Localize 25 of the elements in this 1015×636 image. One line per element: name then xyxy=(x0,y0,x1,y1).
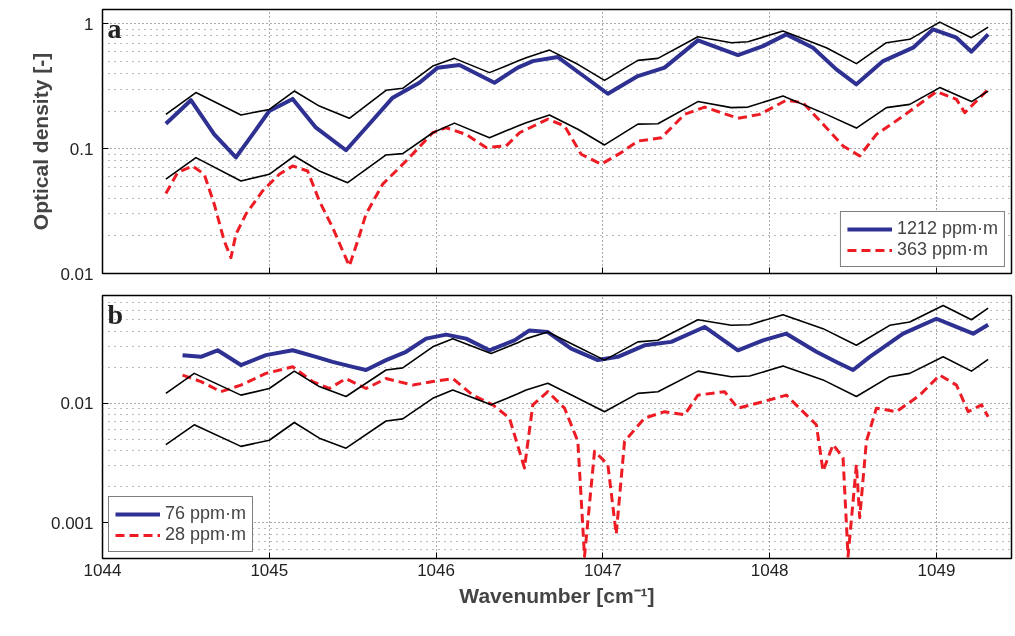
x-tick-label: 1048 xyxy=(750,560,789,580)
line-series xyxy=(165,304,989,398)
legend-label: 76 ppm·m xyxy=(165,503,247,524)
legend-label: 363 ppm·m xyxy=(896,239,988,260)
x-tick-label: 1049 xyxy=(917,560,956,580)
legend-label: 28 ppm·m xyxy=(165,524,247,545)
y-tick-label: 0.01 xyxy=(60,394,94,414)
line-series xyxy=(165,356,989,450)
x-tick-label: 1045 xyxy=(250,560,289,580)
x-tick-label: 1047 xyxy=(583,560,622,580)
annotation: a xyxy=(107,12,122,44)
line-series xyxy=(165,21,989,120)
y-tick-label: 0.01 xyxy=(60,264,94,284)
annotation: b xyxy=(107,298,124,330)
x-tick-label: 1046 xyxy=(417,560,455,580)
line-series xyxy=(163,27,991,160)
y-tick-label: 0.001 xyxy=(50,513,94,533)
y-tick-label: 1 xyxy=(84,14,94,34)
x-tick-label: 1044 xyxy=(83,560,122,580)
x-axis-title: Wavenumber [cm⁻¹] xyxy=(459,583,655,607)
line-series xyxy=(180,316,991,372)
y-tick-label: 0.1 xyxy=(69,139,94,159)
legend-label: 1212 ppm·m xyxy=(896,218,998,239)
y-axis-title: Optical density [-] xyxy=(29,52,53,231)
line-series xyxy=(165,86,989,184)
